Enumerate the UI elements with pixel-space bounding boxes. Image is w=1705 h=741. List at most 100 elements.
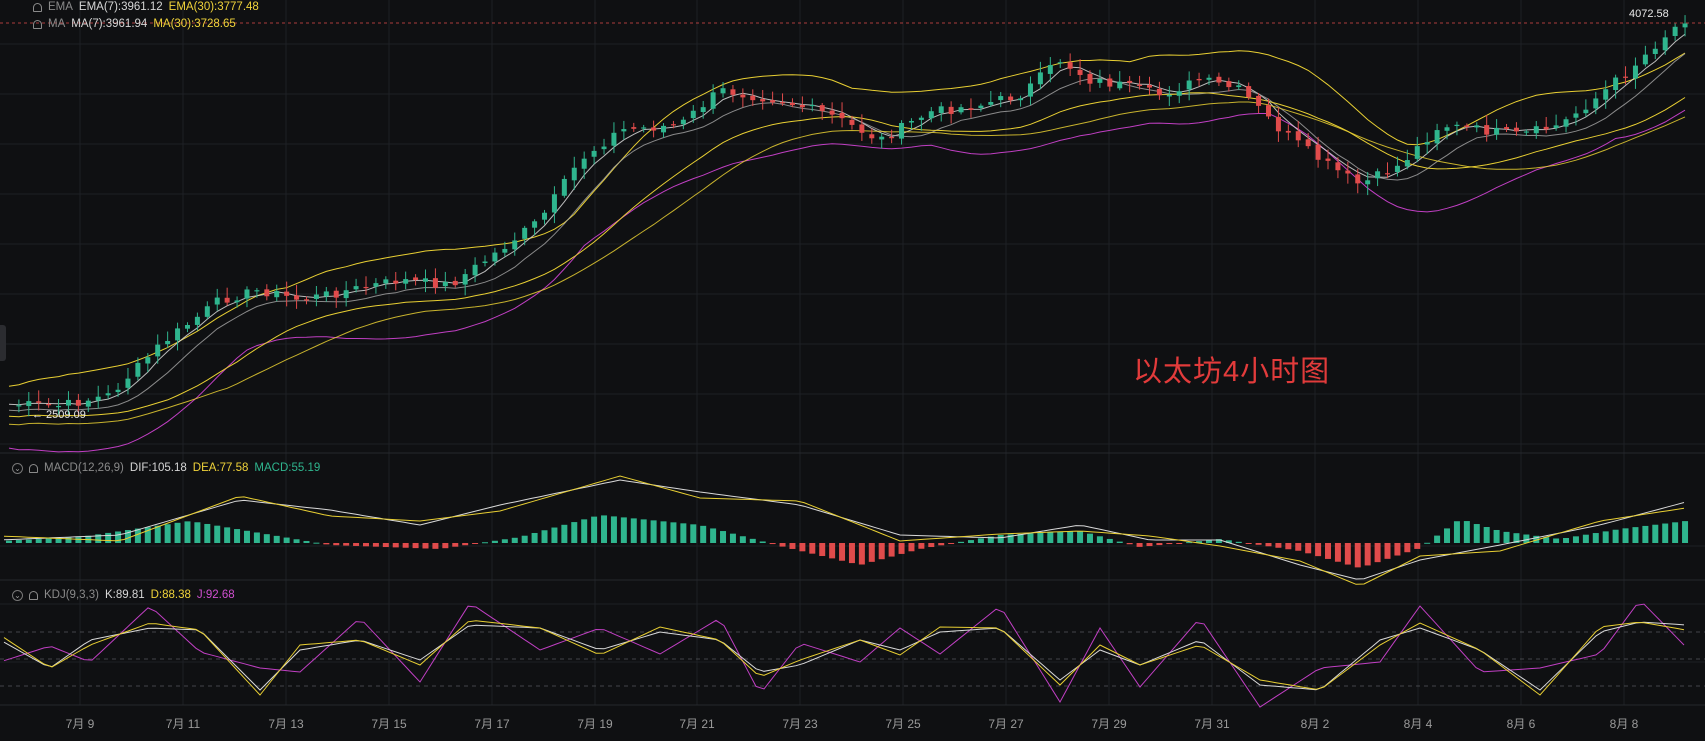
bell-icon[interactable] bbox=[29, 590, 38, 600]
macd-histogram-bar bbox=[1166, 543, 1173, 545]
macd-histogram-bar bbox=[134, 528, 141, 543]
candle-body bbox=[333, 290, 339, 298]
x-tick-label: 7月 23 bbox=[782, 717, 818, 731]
bell-icon[interactable] bbox=[33, 19, 42, 29]
macd-legend: ⌄ MACD(12,26,9) DIF:105.18 DEA:77.58 MAC… bbox=[12, 462, 320, 474]
candle-body bbox=[1137, 84, 1143, 86]
macd-histogram-bar bbox=[174, 522, 181, 543]
x-tick-label: 7月 21 bbox=[679, 717, 715, 731]
bell-icon[interactable] bbox=[29, 463, 38, 473]
candle-body bbox=[631, 127, 637, 129]
macd-histogram-bar bbox=[1404, 543, 1411, 553]
bollinger-bands bbox=[8, 50, 1686, 453]
candle-body bbox=[958, 107, 964, 113]
candle-body bbox=[1127, 80, 1133, 83]
macd-value: MACD:55.19 bbox=[254, 462, 321, 474]
macd-histogram-bar bbox=[1096, 536, 1103, 543]
candle-body bbox=[1474, 125, 1480, 128]
macd-histogram-bar bbox=[1225, 540, 1232, 543]
macd-histogram-bar bbox=[720, 531, 727, 543]
macd-histogram-bar bbox=[1116, 541, 1123, 543]
macd-histogram-bar bbox=[620, 517, 627, 543]
candle-body bbox=[303, 299, 309, 301]
candle-body bbox=[1117, 81, 1123, 89]
macd-histogram-bar bbox=[323, 543, 330, 545]
macd-histogram-bar bbox=[1176, 543, 1183, 544]
candle-body bbox=[1632, 65, 1638, 79]
macd-histogram-bar bbox=[1186, 542, 1193, 544]
macd-histogram-bar bbox=[997, 534, 1004, 543]
macd-histogram-bar bbox=[234, 529, 241, 543]
macd-histogram-bar bbox=[65, 537, 72, 543]
macd-histogram-bar bbox=[194, 522, 201, 543]
macd-histogram-bar bbox=[1215, 539, 1222, 543]
candle-body bbox=[1583, 109, 1589, 114]
macd-histogram-bar bbox=[25, 539, 32, 543]
macd-histogram-bar bbox=[1106, 538, 1113, 543]
macd-histogram-bar bbox=[948, 543, 955, 544]
candle-body bbox=[1682, 23, 1688, 28]
candle-body bbox=[611, 132, 617, 146]
macd-histogram-bar bbox=[293, 539, 300, 543]
candle-body bbox=[393, 280, 399, 284]
x-tick-label: 7月 29 bbox=[1091, 717, 1127, 731]
macd-histogram-bar bbox=[1414, 543, 1421, 549]
candle-body bbox=[1305, 139, 1311, 147]
candle-body bbox=[740, 94, 746, 98]
candle-body bbox=[1315, 144, 1321, 160]
candle-body bbox=[1603, 89, 1609, 100]
macd-histogram-bar bbox=[303, 540, 310, 543]
bell-icon[interactable] bbox=[33, 2, 42, 12]
candle-body bbox=[581, 158, 587, 169]
x-tick-label: 8月 2 bbox=[1300, 717, 1330, 731]
macd-histogram-bar bbox=[1077, 531, 1084, 543]
candle-body bbox=[284, 291, 290, 296]
macd-histogram-bar bbox=[1364, 543, 1371, 566]
macd-histogram-bar bbox=[1523, 534, 1530, 543]
candle-body bbox=[829, 110, 835, 115]
macd-histogram-bar bbox=[154, 525, 161, 543]
candle-body bbox=[601, 146, 607, 150]
candle-body bbox=[1375, 171, 1381, 179]
candle-body bbox=[145, 357, 151, 364]
candle-body bbox=[641, 127, 647, 129]
candle-body bbox=[442, 281, 448, 287]
macd-histogram-bar bbox=[402, 543, 409, 548]
macd-histogram-bar bbox=[45, 538, 52, 543]
candle-body bbox=[1385, 173, 1391, 175]
candle-body bbox=[234, 300, 240, 303]
macd-histogram-bar bbox=[799, 543, 806, 552]
candle-body bbox=[780, 102, 786, 104]
candle-body bbox=[1057, 62, 1063, 64]
macd-histogram-bar bbox=[1622, 528, 1629, 543]
chevron-down-icon[interactable]: ⌄ bbox=[12, 462, 23, 474]
candle-body bbox=[1513, 127, 1519, 132]
macd-histogram-bar bbox=[1533, 535, 1540, 543]
chevron-down-icon[interactable]: ⌄ bbox=[12, 589, 23, 601]
candle-body bbox=[1424, 142, 1430, 145]
candle-body bbox=[194, 316, 200, 325]
candle-body bbox=[403, 279, 409, 284]
candle-body bbox=[1018, 98, 1024, 101]
macd-histogram-bar bbox=[1265, 543, 1272, 547]
ma30-value: MA(30):3728.65 bbox=[153, 18, 236, 30]
candlesticks[interactable] bbox=[16, 15, 1688, 417]
macd-histogram-bar bbox=[15, 540, 22, 543]
x-tick-label: 7月 9 bbox=[65, 717, 95, 731]
macd-histogram-bar bbox=[868, 543, 875, 562]
macd-histogram-bar bbox=[1493, 529, 1500, 543]
macd-histogram-bar bbox=[491, 540, 498, 543]
macd-histogram-bar bbox=[1275, 543, 1282, 548]
x-tick-label: 7月 17 bbox=[474, 717, 510, 731]
macd-histogram-bar bbox=[1652, 524, 1659, 543]
d-value: D:88.38 bbox=[150, 589, 191, 601]
candle-body bbox=[1613, 77, 1619, 90]
macd-histogram-bar bbox=[1632, 527, 1639, 543]
j-line bbox=[3, 603, 1685, 708]
candle-body bbox=[968, 108, 974, 110]
panel-collapse-handle[interactable] bbox=[0, 325, 6, 361]
x-tick-label: 7月 31 bbox=[1194, 717, 1230, 731]
candle-body bbox=[1355, 174, 1361, 184]
ema7-line bbox=[8, 33, 1686, 406]
